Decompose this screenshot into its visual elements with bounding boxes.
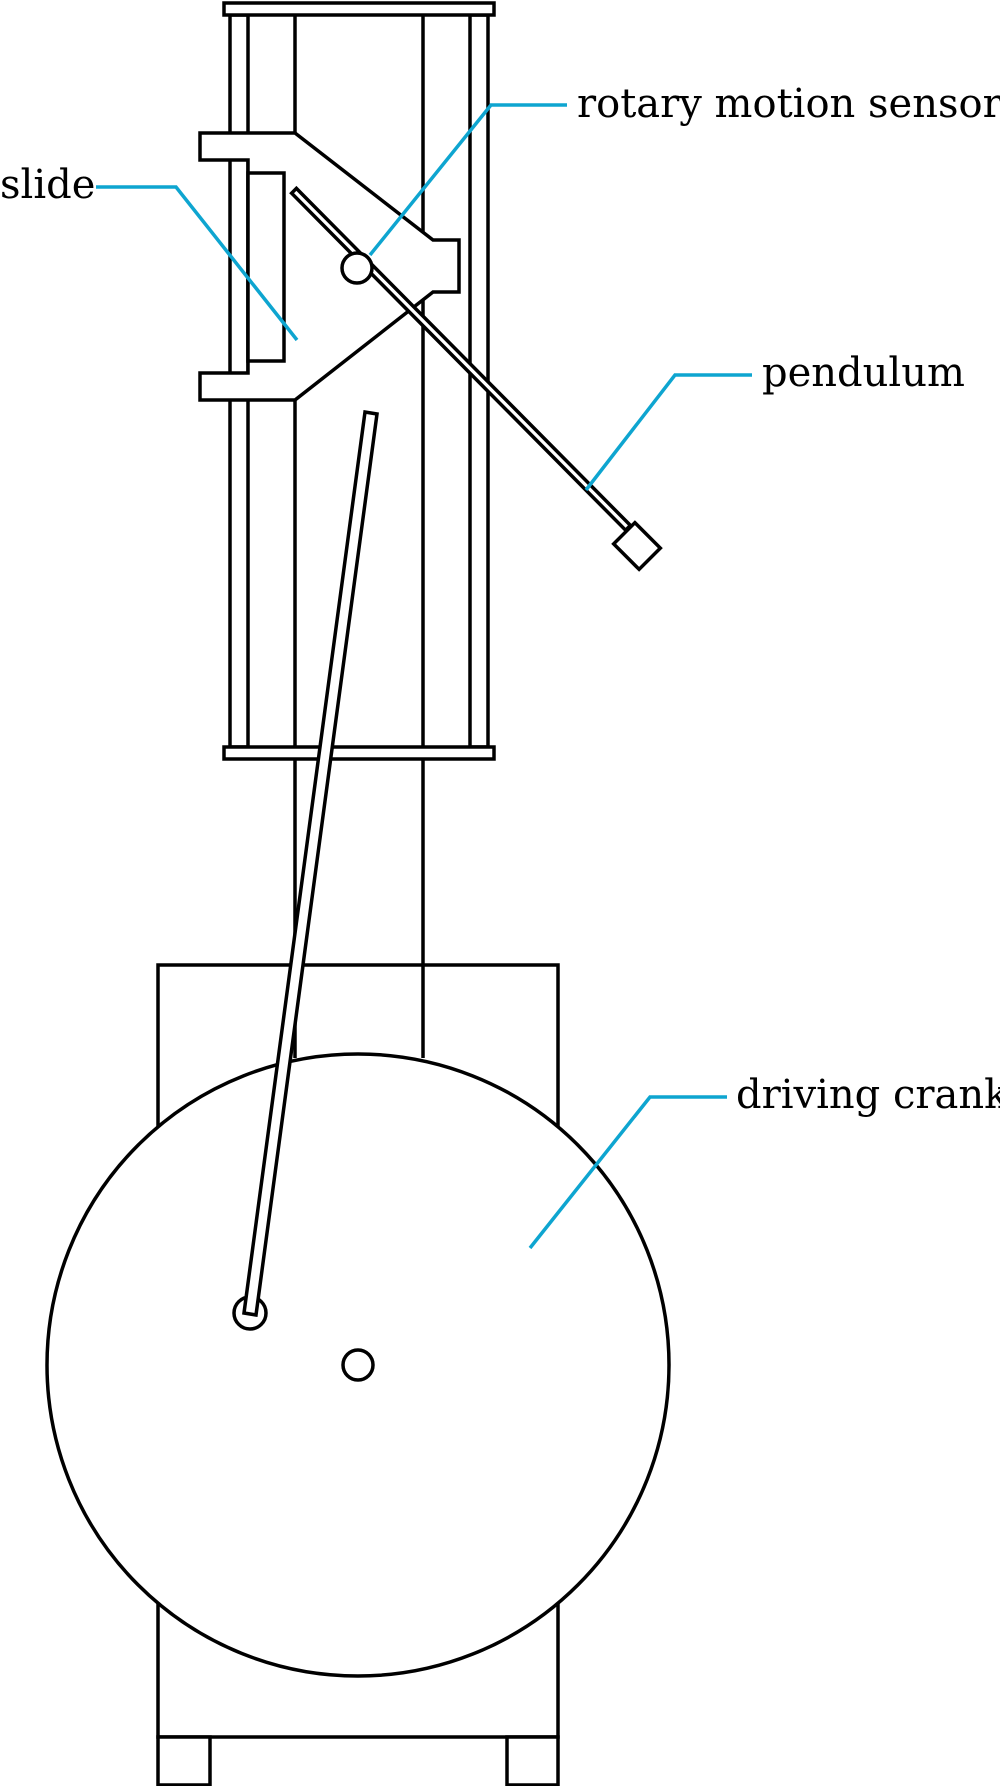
pendulum-bob xyxy=(611,520,663,572)
base-foot-right xyxy=(505,1735,560,1786)
leader-driving-crank xyxy=(528,1095,727,1250)
frame-top-bar xyxy=(222,1,496,17)
label-slide: slide xyxy=(0,162,95,208)
rotary-motion-sensor-pivot xyxy=(340,251,374,285)
frame-bottom-bar xyxy=(222,745,496,761)
label-pendulum: pendulum xyxy=(762,350,965,396)
connecting-rod xyxy=(242,409,379,1318)
label-driving-crank: driving crank xyxy=(736,1072,1000,1118)
base-foot-left xyxy=(156,1735,212,1786)
leader-rotary-motion-sensor xyxy=(368,103,567,257)
leader-pendulum xyxy=(584,373,752,492)
slide-block xyxy=(246,171,286,363)
crank-center-hub xyxy=(341,1348,375,1382)
label-rotary-motion-sensor: rotary motion sensor xyxy=(577,81,1000,127)
leader-slide xyxy=(96,185,299,342)
